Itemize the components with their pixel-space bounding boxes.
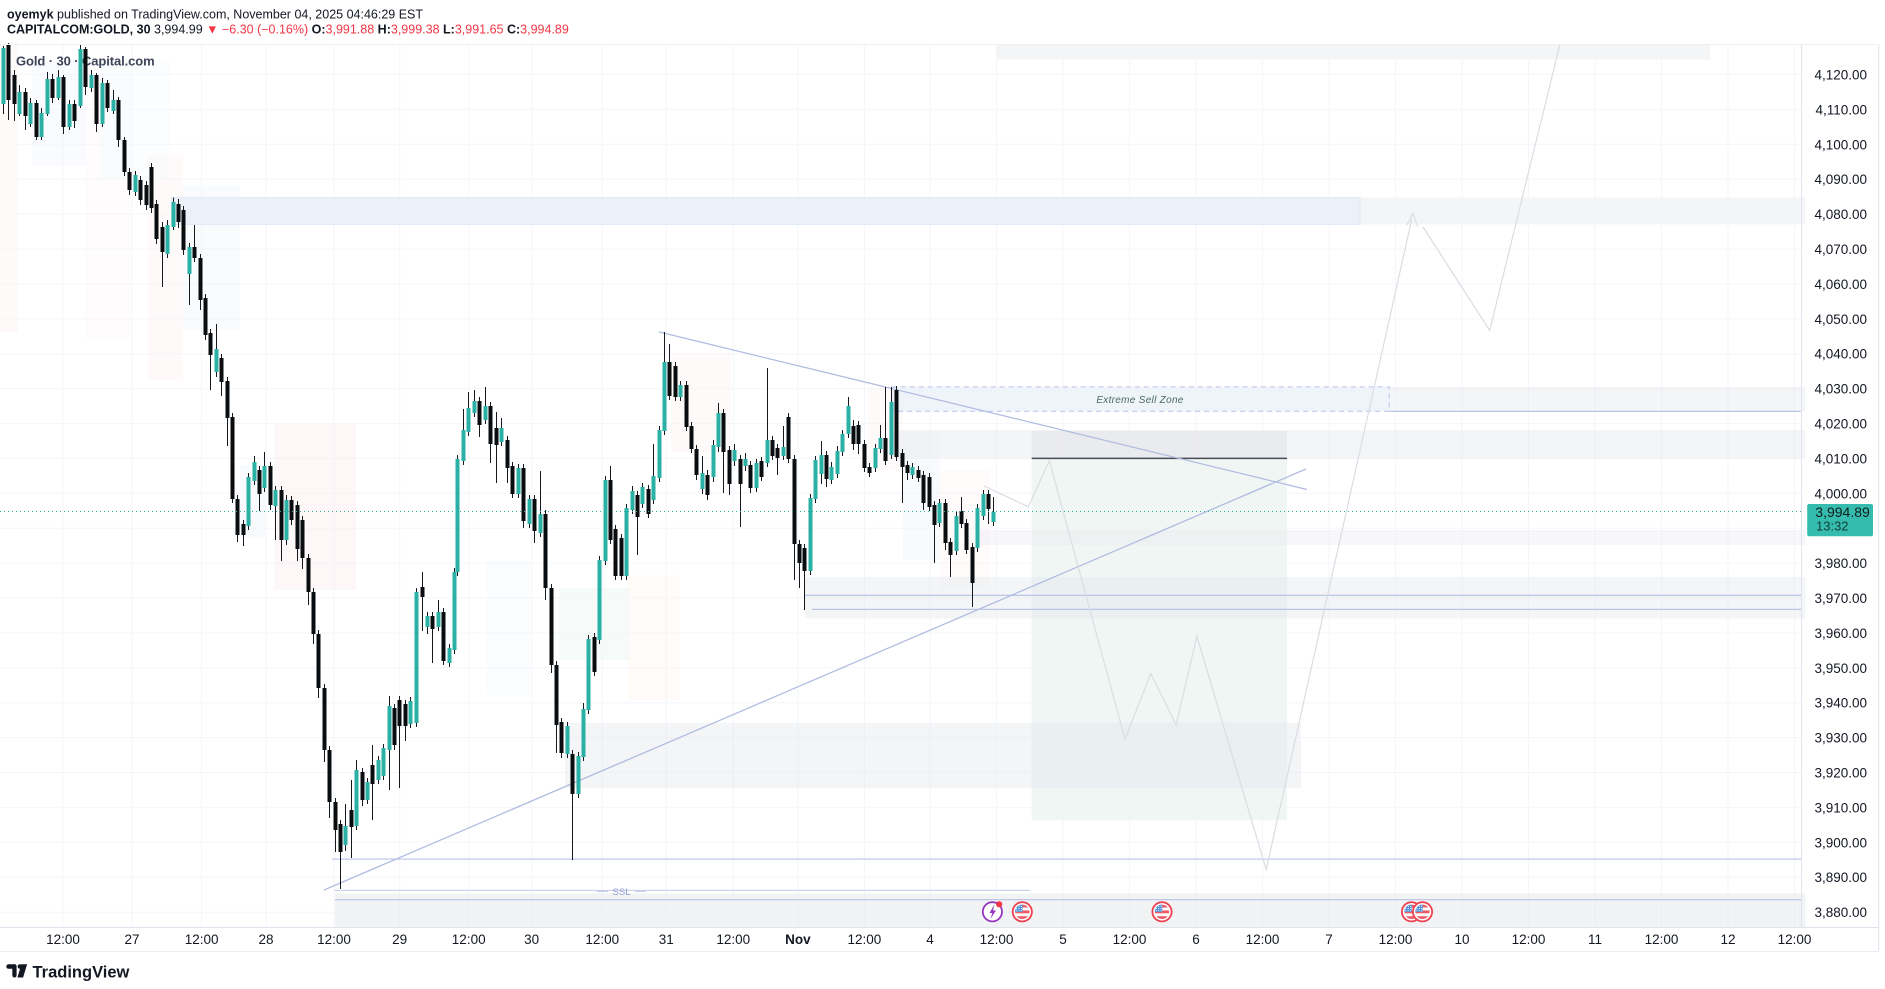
- svg-text:12:00: 12:00: [185, 932, 219, 947]
- svg-text:12: 12: [1720, 932, 1735, 947]
- svg-text:4,000.00: 4,000.00: [1814, 486, 1867, 501]
- svg-text:13:32: 13:32: [1816, 519, 1849, 534]
- svg-text:27: 27: [124, 932, 139, 947]
- svg-text:30: 30: [524, 932, 539, 947]
- svg-text:3,880.00: 3,880.00: [1814, 905, 1867, 920]
- svg-text:4,070.00: 4,070.00: [1814, 242, 1867, 257]
- svg-text:4,090.00: 4,090.00: [1814, 172, 1867, 187]
- svg-text:12:00: 12:00: [452, 932, 486, 947]
- svg-text:4: 4: [926, 932, 934, 947]
- svg-text:12:00: 12:00: [585, 932, 619, 947]
- svg-text:3,994.89: 3,994.89: [1815, 504, 1870, 520]
- svg-text:4,040.00: 4,040.00: [1814, 347, 1867, 362]
- svg-text:12:00: 12:00: [980, 932, 1014, 947]
- svg-text:12:00: 12:00: [1645, 932, 1679, 947]
- svg-text:CAPITALCOM:GOLD, 30 3,994.99: CAPITALCOM:GOLD, 30 3,994.99 ▼ −6.30 (−0…: [7, 23, 569, 37]
- svg-text:Extreme Sell Zone: Extreme Sell Zone: [1096, 395, 1183, 406]
- svg-text:4,060.00: 4,060.00: [1814, 277, 1867, 292]
- svg-text:TradingView: TradingView: [33, 963, 130, 981]
- svg-text:3,970.00: 3,970.00: [1814, 591, 1867, 606]
- svg-text:11: 11: [1588, 932, 1602, 947]
- svg-text:3,920.00: 3,920.00: [1814, 766, 1867, 781]
- svg-text:Nov: Nov: [785, 932, 811, 947]
- svg-text:3,900.00: 3,900.00: [1814, 835, 1867, 850]
- svg-text:3,960.00: 3,960.00: [1814, 626, 1867, 641]
- svg-text:3,890.00: 3,890.00: [1814, 870, 1867, 885]
- svg-text:SSL: SSL: [613, 887, 631, 898]
- svg-text:12:00: 12:00: [1246, 932, 1280, 947]
- svg-text:4,110.00: 4,110.00: [1815, 102, 1867, 117]
- svg-text:10: 10: [1454, 932, 1469, 947]
- svg-text:3,950.00: 3,950.00: [1814, 661, 1867, 676]
- svg-text:oyemyk published on TradingVie: oyemyk published on TradingView.com, Nov…: [7, 8, 423, 22]
- svg-text:6: 6: [1192, 932, 1200, 947]
- svg-text:12:00: 12:00: [1379, 932, 1413, 947]
- svg-text:12:00: 12:00: [46, 932, 80, 947]
- svg-text:4,030.00: 4,030.00: [1814, 382, 1867, 397]
- svg-text:28: 28: [258, 932, 273, 947]
- svg-text:31: 31: [659, 932, 674, 947]
- svg-text:12:00: 12:00: [317, 932, 351, 947]
- svg-text:4,120.00: 4,120.00: [1814, 68, 1867, 83]
- svg-text:5: 5: [1059, 932, 1067, 947]
- svg-text:3,910.00: 3,910.00: [1814, 800, 1867, 815]
- svg-text:29: 29: [392, 932, 407, 947]
- svg-text:12:00: 12:00: [1113, 932, 1147, 947]
- svg-text:7: 7: [1325, 932, 1333, 947]
- svg-text:12:00: 12:00: [716, 932, 750, 947]
- svg-text:12:00: 12:00: [1778, 932, 1812, 947]
- svg-text:4,020.00: 4,020.00: [1814, 417, 1867, 432]
- svg-text:4,100.00: 4,100.00: [1814, 137, 1867, 152]
- svg-text:3,940.00: 3,940.00: [1814, 696, 1867, 711]
- svg-text:3,980.00: 3,980.00: [1814, 556, 1867, 571]
- svg-text:4,010.00: 4,010.00: [1814, 451, 1867, 466]
- svg-text:3,930.00: 3,930.00: [1814, 731, 1867, 746]
- svg-text:4,050.00: 4,050.00: [1814, 312, 1867, 327]
- svg-text:12:00: 12:00: [848, 932, 882, 947]
- svg-text:4,080.00: 4,080.00: [1814, 207, 1867, 222]
- svg-text:12:00: 12:00: [1512, 932, 1546, 947]
